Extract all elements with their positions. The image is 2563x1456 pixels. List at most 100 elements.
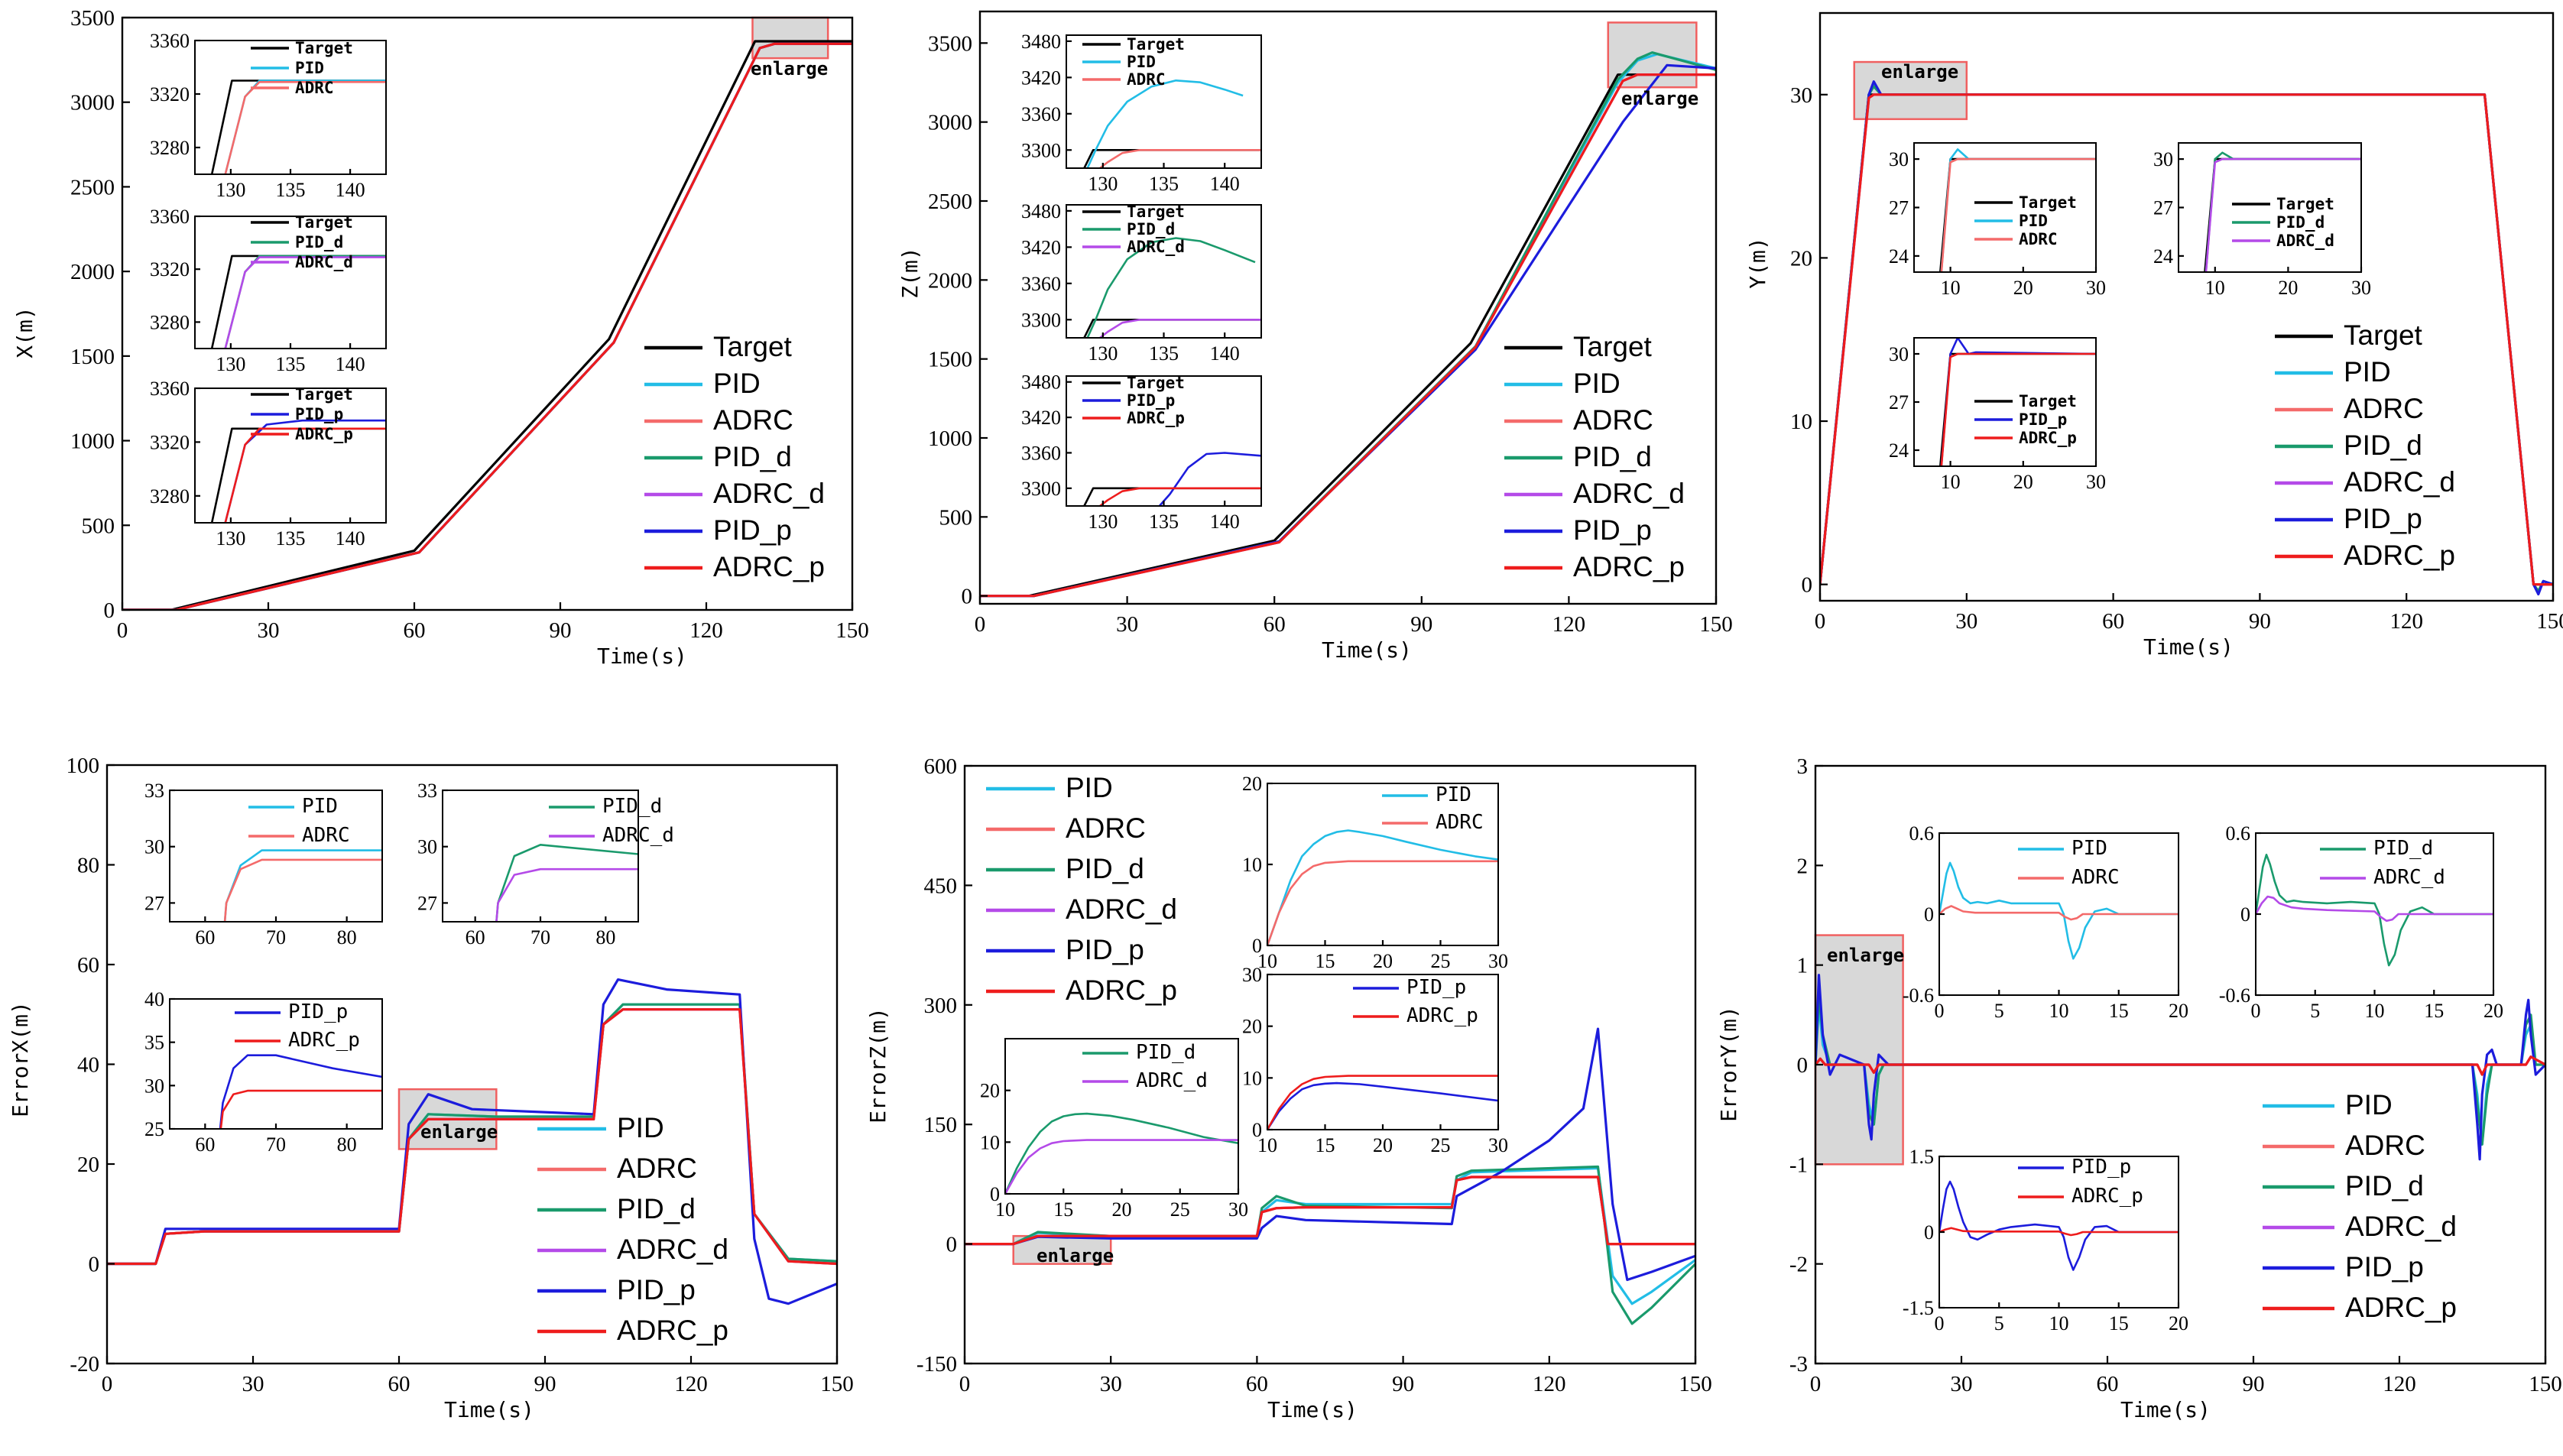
- x-axis-title: Time(s): [1267, 1397, 1358, 1422]
- legend-label: ADRC: [1066, 812, 1146, 844]
- inset-y-tick-label: 3420: [1021, 236, 1061, 258]
- inset-y-tick-label: 0: [990, 1183, 1000, 1205]
- inset-x-tick-label: 10: [2205, 277, 2225, 299]
- inset-legend-label: Target: [295, 39, 353, 57]
- inset-y-tick-label: 20: [1242, 773, 1262, 795]
- inset-y-tick-label: 3280: [150, 311, 190, 333]
- inset-y-tick-label: 3360: [1021, 273, 1061, 295]
- inset-y-tick-label: 3320: [150, 431, 190, 453]
- inset-x-tick-label: 130: [216, 353, 245, 375]
- inset-series-adrc-d: [495, 867, 638, 922]
- inset-y-tick-label: 24: [1889, 245, 1909, 268]
- legend-label: ADRC_p: [617, 1315, 728, 1346]
- inset-series-pid-d: [495, 844, 638, 922]
- inset-x-tick-label: 20: [2013, 471, 2033, 493]
- inset-x-tick-label: 30: [2086, 277, 2106, 299]
- inset-x-tick-label: 20: [2484, 1000, 2503, 1022]
- inset-errorx-1: 60 70 80 27 30 33 PID ADRC: [144, 780, 383, 949]
- enlarge-label: enlarge: [1037, 1245, 1114, 1266]
- inset-x-tick-label: 140: [336, 353, 365, 375]
- inset-y-tick-label: -1.5: [1903, 1297, 1934, 1319]
- legend-label: PID: [2344, 356, 2391, 388]
- y-tick-label: -2: [1789, 1253, 1808, 1277]
- inset-x-tick-label: 20: [2013, 277, 2033, 299]
- inset-y-tick-label: 3280: [150, 137, 190, 159]
- inset-legend-label: PID_d: [1136, 1041, 1196, 1064]
- inset-legend-label: PID_d: [2276, 213, 2325, 232]
- inset-x-tick-label: 20: [1373, 950, 1393, 972]
- inset-y-tick-label: 33: [144, 780, 164, 802]
- legend-label: PID: [2345, 1089, 2393, 1120]
- x-tick-label: 90: [1392, 1372, 1414, 1396]
- inset-legend-label: ADRC_p: [288, 1029, 360, 1052]
- inset-y-tick-label: 27: [2153, 197, 2173, 219]
- inset-legend-label: ADRC_p: [1127, 409, 1185, 427]
- inset-series-pid: [1939, 861, 2179, 960]
- inset-legend-label: PID: [2019, 212, 2048, 230]
- inset-legend-label: ADRC: [2019, 230, 2058, 248]
- inset-x-tick-label: 10: [1257, 1134, 1277, 1156]
- legend-label: ADRC_d: [1573, 478, 1685, 509]
- enlarge-label: enlarge: [1881, 61, 1958, 83]
- legend-label: ADRC: [1573, 404, 1653, 436]
- inset-x-tick-label: 140: [1210, 342, 1240, 365]
- inset-x-tick-label: 60: [466, 926, 485, 949]
- inset-x-tick-label: 15: [1053, 1198, 1073, 1221]
- y-tick-label: 1500: [70, 345, 115, 369]
- inset-legend-label: ADRC: [1436, 811, 1484, 834]
- inset-y-tick-label: 10: [1242, 854, 1262, 876]
- x-tick-label: 120: [2383, 1372, 2416, 1396]
- x-tick-label: 0: [102, 1372, 113, 1396]
- inset-legend-label: PID: [1127, 53, 1156, 71]
- inset-errorx-3: 60 70 80 25 30 35 40 PID_p ADRC_p: [144, 988, 383, 1156]
- inset-y-tick-label: 0: [1252, 935, 1262, 957]
- inset-x-tick-label: 130: [1088, 342, 1118, 365]
- legend-label: ADRC_d: [1066, 893, 1177, 925]
- inset-y-tick-label: 30: [2153, 148, 2173, 170]
- chart-y: enlarge 0 30 60 90 120 150 0 10 20 30 Time(s) Y(m) Ta…: [1745, 11, 2563, 660]
- x-axis-title: Time(s): [444, 1397, 534, 1422]
- x-tick-label: 120: [674, 1372, 708, 1396]
- inset-legend-label: Target: [2019, 392, 2077, 410]
- inset-y-tick-label: 3360: [150, 206, 190, 228]
- inset-legend-label: ADRC_p: [1406, 1004, 1478, 1027]
- y-tick-label: 600: [924, 754, 958, 779]
- inset-y-tick-label: 3480: [1021, 200, 1061, 222]
- inset-legend-label: ADRC_d: [2276, 232, 2334, 250]
- inset-legend-label: PID: [295, 59, 324, 77]
- inset-legend-label: Target: [1127, 203, 1185, 221]
- x-axis-title: Time(s): [2120, 1397, 2211, 1422]
- inset-x-tick-label: 135: [1149, 342, 1179, 365]
- inset-x-tick-label: 70: [530, 926, 550, 949]
- legend-label: Target: [713, 331, 793, 362]
- x-tick-label: 60: [1264, 612, 1286, 637]
- y-tick-label: 0: [962, 585, 973, 609]
- inset-x-tick-label: 20: [2278, 277, 2298, 299]
- series-adrc-p: [980, 73, 1716, 598]
- x-tick-label: 30: [242, 1372, 264, 1396]
- inset-series-adrc: [1939, 905, 2179, 921]
- x-tick-label: 60: [1246, 1372, 1268, 1396]
- inset-x-tick-label: 130: [216, 527, 245, 550]
- plot-frame: [1818, 11, 2555, 602]
- enlarge-box: [1814, 934, 1904, 1166]
- inset-series-pid-p: [219, 1054, 382, 1129]
- x-tick-label: 90: [2243, 1372, 2265, 1396]
- legend-label: PID_d: [2344, 430, 2422, 461]
- inset-x-tick-label: 80: [595, 926, 615, 949]
- y-axis-title: ErrorZ(m): [865, 1007, 891, 1124]
- x-axis-title: Time(s): [2143, 634, 2234, 660]
- inset-x-tick-label: 30: [1228, 1198, 1248, 1221]
- legend-label: ADRC_d: [2345, 1211, 2457, 1242]
- inset-x-tick-label: 140: [336, 179, 365, 201]
- inset-legend-label: Target: [2276, 195, 2334, 213]
- inset-series-adrc-p: [1098, 487, 1261, 506]
- y-tick-label: 3: [1797, 754, 1809, 779]
- enlarge-box: [1853, 60, 1968, 121]
- inset-legend-label: ADRC: [2071, 866, 2120, 889]
- x-tick-label: 150: [820, 1372, 854, 1396]
- inset-series-pid: [1086, 79, 1244, 168]
